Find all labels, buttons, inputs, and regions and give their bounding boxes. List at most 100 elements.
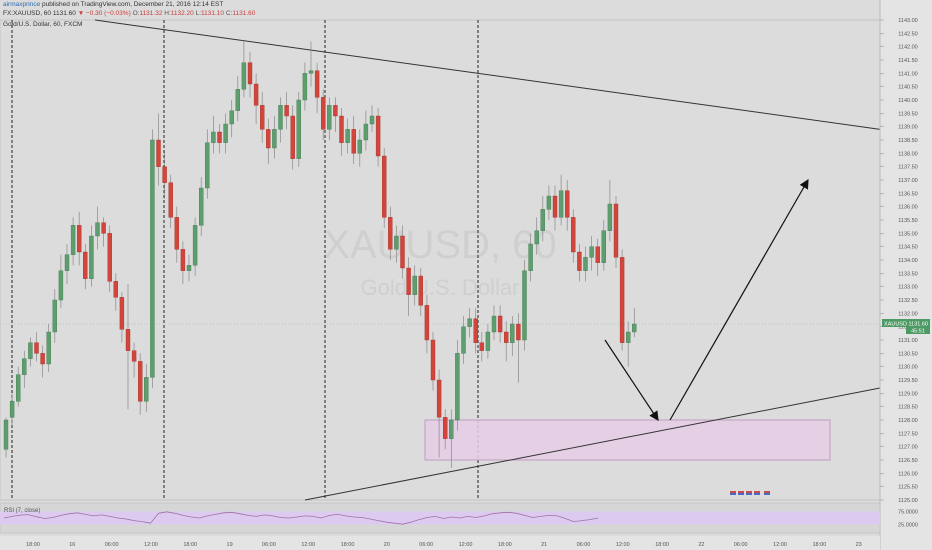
- lower-trendline[interactable]: [304, 387, 881, 501]
- candle: [632, 323, 637, 333]
- time-tick-label: 16: [69, 542, 75, 548]
- candle: [565, 190, 570, 218]
- time-tick-label: 12:00: [773, 542, 787, 548]
- candle: [485, 331, 491, 351]
- candle: [58, 270, 64, 301]
- candle: [180, 249, 186, 271]
- candle: [186, 265, 192, 271]
- candle: [479, 342, 484, 351]
- candle: [510, 323, 515, 343]
- price-tick-label: 1135.00: [898, 231, 917, 237]
- event-flag-stripe: [738, 493, 744, 495]
- price-tick-label: 1140.50: [898, 85, 917, 91]
- candle: [107, 233, 112, 282]
- watermark-name: Gold/U.S. Dollar: [361, 275, 520, 300]
- open-label: O:: [132, 10, 140, 17]
- candle: [583, 257, 588, 271]
- candle: [412, 275, 417, 295]
- time-tick-label: 18:00: [812, 542, 826, 548]
- demand-zone-rect[interactable]: [424, 419, 831, 461]
- candle: [241, 62, 247, 90]
- time-tick-label: 12:00: [301, 542, 315, 548]
- candle: [174, 217, 180, 250]
- candle: [351, 129, 356, 154]
- low-label: L:: [195, 10, 202, 17]
- close-label: C:: [225, 10, 233, 17]
- candle: [540, 209, 545, 231]
- price-tag-value: XAUUSD 1131.60: [884, 322, 928, 328]
- price-tick-label: 1130.00: [898, 365, 917, 371]
- candle: [504, 331, 509, 343]
- author-link[interactable]: airmaxprince: [3, 1, 41, 8]
- price-axis[interactable]: 1143.00 1142.50 1142.00 1141.50 1141.00 1140.…: [879, 0, 932, 550]
- time-tick-label: 06:00: [105, 542, 119, 548]
- forecast-arrow-down[interactable]: [604, 339, 659, 422]
- candle: [229, 110, 234, 125]
- candle: [119, 297, 125, 330]
- candle: [558, 190, 564, 218]
- demand-zone[interactable]: [424, 419, 831, 461]
- trendlines[interactable]: [94, 19, 881, 501]
- candle: [125, 329, 131, 351]
- price-tick-label: 1127.50: [898, 431, 917, 437]
- time-tick-label: 12:00: [144, 542, 158, 548]
- candle: [455, 353, 460, 421]
- close-value: 1131.60: [232, 10, 256, 17]
- price-axis-bg: [880, 0, 932, 550]
- time-tick-label: 06:00: [734, 542, 748, 548]
- candle: [406, 267, 411, 295]
- candle: [266, 129, 271, 149]
- candle: [619, 257, 625, 343]
- candle: [534, 230, 539, 245]
- time-tick-label: 18:00: [498, 542, 512, 548]
- time-tick-label: 06:00: [419, 542, 433, 548]
- candle: [552, 195, 558, 218]
- price-tick-label: 1132.00: [898, 311, 917, 317]
- forecast-arrows[interactable]: [604, 178, 809, 422]
- countdown-text: 45:51: [911, 329, 925, 335]
- candle: [28, 342, 33, 359]
- time-axis[interactable]: 18:00 16 06:00 12:00 18:00 19 06:00 12:00 18:00 2…: [0, 536, 880, 550]
- candle: [150, 139, 155, 378]
- candle: [235, 89, 241, 111]
- candle: [205, 142, 210, 189]
- candle: [357, 139, 362, 154]
- candle: [400, 235, 405, 269]
- candle: [491, 315, 497, 333]
- event-flag-stripe: [730, 493, 736, 495]
- forecast-arrow-up[interactable]: [669, 178, 809, 421]
- price-tick-label: 1129.00: [898, 391, 917, 397]
- watermark: XAUUSD, 60 Gold/U.S. Dollar: [323, 223, 556, 300]
- candle: [192, 225, 198, 266]
- candle: [339, 115, 344, 143]
- price-tick-label: 1125.50: [898, 485, 917, 491]
- time-tick-label: 21: [541, 542, 547, 548]
- upper-trendline[interactable]: [94, 19, 881, 130]
- candle: [443, 417, 448, 439]
- candle: [388, 217, 393, 250]
- candle: [34, 342, 39, 354]
- candle: [528, 243, 533, 271]
- event-flag-stripe: [746, 493, 752, 495]
- price-tick-label: 1127.00: [898, 445, 917, 451]
- candle: [424, 305, 430, 341]
- last-price: 1131.60: [52, 10, 76, 17]
- price-tick-label: 1130.50: [898, 351, 917, 357]
- candle: [607, 203, 613, 231]
- rsi-line: [3, 511, 599, 525]
- candle: [333, 105, 338, 117]
- candle: [284, 105, 289, 117]
- time-tick-label: 23: [856, 542, 862, 548]
- time-tick-label: 18:00: [183, 542, 197, 548]
- candle: [497, 315, 503, 333]
- time-tick-label: 18:00: [655, 542, 669, 548]
- watermark-symbol: XAUUSD, 60: [323, 223, 556, 267]
- candle: [217, 131, 222, 143]
- candle: [595, 246, 600, 263]
- candle: [168, 182, 173, 218]
- candle: [272, 129, 277, 149]
- price-tick-label: 1133.50: [898, 271, 917, 277]
- price-tick-label: 1136.00: [898, 205, 917, 211]
- candle: [308, 70, 314, 74]
- candle: [613, 203, 619, 258]
